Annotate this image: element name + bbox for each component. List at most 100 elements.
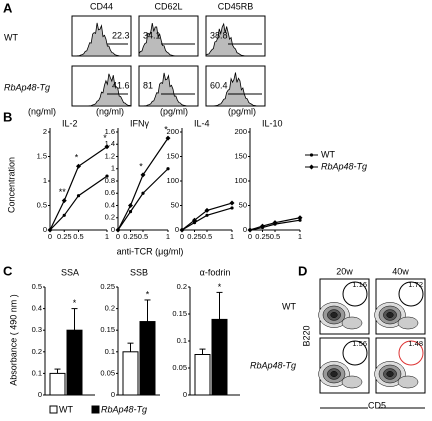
column-header: CD44: [90, 1, 113, 11]
y-tick-label: 50: [171, 200, 179, 209]
column-header: 20w: [336, 266, 353, 276]
point: [247, 227, 253, 233]
line: [249, 217, 301, 231]
significance: *: [73, 298, 77, 308]
line: [249, 219, 301, 231]
panel-label: A: [3, 0, 13, 15]
x-tick-label: 1: [166, 232, 170, 241]
contour: [397, 316, 419, 330]
y-tick-label: 200: [166, 127, 179, 136]
significance: *: [75, 153, 79, 163]
point: [260, 223, 265, 229]
y-axis-label: Absorbance ( 490 nm ): [8, 294, 18, 386]
legend-label: RbAp48-Tg: [101, 404, 147, 414]
gate-value: 34.1: [143, 30, 161, 40]
y-tick-label: 0.4: [105, 200, 115, 209]
x-tick-label: 0.5: [138, 232, 148, 241]
point: [272, 220, 278, 226]
point: [204, 207, 210, 213]
bar: [122, 351, 139, 396]
unit: (ng/ml): [96, 106, 124, 116]
bar: [139, 321, 156, 396]
point: [105, 174, 109, 178]
x-axis-label: CD5: [368, 400, 386, 410]
point: [297, 215, 303, 221]
y-tick-label: 0: [111, 390, 115, 399]
point: [76, 194, 81, 198]
significance: *: [139, 161, 143, 171]
chart-title: SSA: [61, 267, 79, 277]
x-tick-label: 0.5: [270, 232, 280, 241]
chart-title: IL-2: [62, 118, 78, 128]
legend-label: RbAp48-Tg: [321, 161, 367, 171]
chart-title: IFNγ: [130, 118, 149, 128]
point: [166, 167, 170, 171]
legend-marker: [309, 153, 314, 157]
contour: [341, 375, 363, 389]
bar: [194, 354, 211, 396]
legend-label: WT: [321, 149, 335, 159]
x-tick-label: 0.5: [73, 232, 83, 241]
y-tick-label: 0.1: [177, 336, 187, 345]
chart-title: IL-10: [262, 118, 283, 128]
panel-label: B: [3, 109, 12, 124]
y-tick-label: 0.05: [172, 363, 187, 372]
point: [230, 206, 234, 210]
significance: *: [218, 282, 222, 292]
point: [141, 191, 145, 195]
y-tick-label: 0.6: [105, 188, 115, 197]
x-axis-label: anti-TCR (μg/ml): [117, 246, 184, 256]
legend-label: WT: [59, 404, 73, 414]
line: [181, 207, 233, 231]
y-tick-label: 150: [234, 151, 247, 160]
gate: [342, 340, 368, 366]
chart-title: IL-4: [194, 118, 210, 128]
line: [49, 175, 108, 231]
contour: [386, 312, 394, 318]
x-tick-label: 0: [180, 232, 184, 241]
point: [76, 163, 81, 169]
histogram: [205, 22, 265, 57]
point: [128, 210, 133, 214]
gate-value: 22.3: [112, 30, 130, 40]
y-tick-label: 0.2: [177, 282, 187, 291]
gate-value: 1.48: [408, 339, 423, 348]
gate: [342, 281, 368, 307]
legend-swatch: [91, 405, 100, 414]
y-tick-label: 0.1: [105, 347, 115, 356]
gate-value: 1.56: [352, 339, 367, 348]
histogram: [71, 22, 132, 57]
point: [205, 213, 209, 217]
point: [47, 227, 53, 233]
point: [179, 227, 185, 233]
y-tick-label: 0: [111, 225, 115, 234]
y-tick-label: 1.4: [105, 139, 115, 148]
y-tick-label: 0.8: [105, 176, 115, 185]
x-tick-label: 0: [116, 232, 120, 241]
y-tick-label: 0.05: [100, 368, 115, 377]
gate-value: 81: [143, 80, 153, 90]
y-tick-label: 0: [175, 225, 179, 234]
significance: **: [59, 187, 67, 197]
unit: (ng/ml): [28, 106, 56, 116]
histogram: [72, 73, 132, 107]
x-tick-label: 0: [248, 232, 252, 241]
histogram: [138, 72, 199, 107]
gate-value: 60.4: [210, 80, 228, 90]
bar: [211, 318, 228, 396]
y-tick-label: 0.15: [100, 325, 115, 334]
y-tick-label: 0.1: [32, 368, 42, 377]
x-tick-label: 1: [230, 232, 234, 241]
y-tick-label: 1: [111, 164, 115, 173]
y-tick-label: 0: [38, 390, 42, 399]
y-tick-label: 50: [239, 200, 247, 209]
line: [117, 137, 169, 231]
y-tick-label: 0.3: [32, 325, 42, 334]
contour: [386, 371, 394, 377]
y-tick-label: 0: [43, 225, 47, 234]
point: [192, 217, 197, 223]
y-tick-label: 0.2: [105, 304, 115, 313]
gate-value: 1.72: [408, 280, 423, 289]
gate-value: 41.6: [112, 80, 130, 90]
significance: *: [164, 125, 168, 135]
